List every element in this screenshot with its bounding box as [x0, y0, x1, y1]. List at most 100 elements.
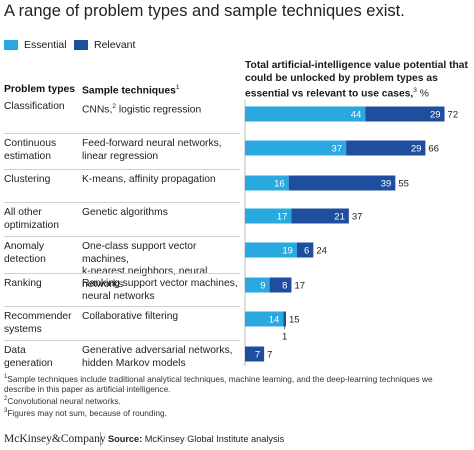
problem-type-label: Classification [4, 101, 78, 114]
bar-total-label: 24 [316, 246, 327, 257]
sample-technique-line: Ranking support vector machines, [82, 278, 238, 289]
bar-total-label: 55 [398, 179, 409, 190]
row-divider [4, 236, 240, 237]
bar-label-relevant: 39 [381, 179, 392, 190]
chart-title: A range of problem types and sample tech… [4, 2, 405, 20]
brand-divider [100, 432, 101, 446]
sample-technique-line: neural networks [82, 290, 155, 302]
header-sample-techniques: Sample techniques1 [82, 84, 180, 97]
bar-relevant [296, 242, 314, 258]
bar-relevant [245, 346, 265, 362]
row-divider [4, 169, 240, 170]
legend-item-essential: Essential [4, 39, 67, 51]
bar-relevant [269, 277, 292, 293]
bar-label-essential: 17 [277, 212, 288, 223]
legend-swatch-essential [4, 40, 18, 50]
sample-technique-line: Genetic algorithms [82, 207, 168, 218]
bar-total-label: 66 [428, 144, 439, 155]
problem-type-line: Classification [4, 101, 65, 112]
bar-label-essential: 16 [274, 179, 285, 190]
sample-technique-line: k-nearest neighbors, neural networks [82, 266, 208, 290]
sample-technique-label: One-class support vector machines, k-near… [82, 241, 244, 291]
bar-total-label: 15 [289, 315, 300, 326]
problem-type-line: generation [4, 357, 53, 369]
sample-technique-line: Collaborative filtering [82, 311, 179, 322]
problem-type-line: Anomaly [4, 241, 45, 252]
sample-technique-label: CNNs,2 logistic regression [82, 103, 202, 116]
bar-label-relevant: 8 [282, 281, 287, 292]
bar-label-relevant: 29 [411, 144, 422, 155]
bar-essential [245, 208, 292, 224]
footnotes: 1Sample techniques include traditional a… [4, 372, 470, 418]
bar-label-essential: 14 [269, 315, 280, 326]
bar-label-essential: 19 [282, 246, 293, 257]
sample-technique-line: One-class support vector machines, [82, 241, 197, 265]
bar-total-label: 37 [352, 212, 363, 223]
sample-technique-label: Feed-forward neural networks, linear regr… [82, 138, 244, 163]
row-divider [4, 202, 240, 203]
bar-label-relevant: 21 [334, 212, 345, 223]
sample-technique-line: K-means, affinity propagation [82, 174, 216, 185]
footnote-1: 1Sample techniques include traditional a… [4, 373, 433, 384]
sample-technique-label: K-means, affinity propagation [82, 174, 244, 187]
bar-label-essential: 44 [351, 110, 362, 121]
source-note: Source: McKinsey Global Institute analys… [108, 434, 285, 444]
problem-type-line: Data [4, 345, 26, 356]
footnote-2: 2Convolutional neural networks. [4, 395, 121, 406]
bar-total-label: 72 [448, 110, 459, 121]
bar-total-label: 17 [294, 281, 305, 292]
problem-type-label: Anomaly detection [4, 241, 78, 266]
bar-relevant [365, 106, 445, 122]
legend-label-essential: Essential [24, 39, 67, 51]
bar-essential [245, 277, 270, 293]
problem-type-line: optimization [4, 219, 59, 231]
bar-relevant [291, 208, 349, 224]
bar-total-label: 7 [267, 350, 272, 361]
problem-type-line: All other [4, 207, 42, 218]
bar-label-essential: 37 [332, 144, 343, 155]
legend-item-relevant: Relevant [74, 39, 135, 51]
sample-technique-label: Collaborative filtering [82, 311, 244, 324]
problem-type-line: Clustering [4, 174, 51, 185]
chart-heading: Total artificial-intelligence value pote… [245, 60, 468, 100]
problem-type-label: Recommender systems [4, 311, 78, 336]
sample-technique-label: Genetic algorithms [82, 207, 244, 220]
legend-swatch-relevant [74, 40, 88, 50]
row-divider [4, 306, 240, 307]
bar-relevant [288, 175, 396, 191]
brand-logo: McKinsey&Company [4, 433, 106, 445]
problem-type-line: Ranking [4, 278, 42, 289]
bar-label-relevant-outside: 1 [282, 332, 287, 343]
row-divider [4, 273, 240, 274]
bar-label-relevant: 6 [304, 246, 309, 257]
bar-essential [245, 140, 347, 156]
problem-type-line: estimation [4, 150, 51, 162]
legend-label-relevant: Relevant [94, 39, 136, 51]
bar-essential [245, 175, 289, 191]
sample-technique-line: hidden Markov models [82, 357, 186, 369]
sample-technique-label: Ranking support vector machines, neural n… [82, 278, 244, 303]
bar-essential [245, 311, 284, 327]
bar-relevant [346, 140, 426, 156]
bar-essential [245, 106, 366, 122]
bar-essential [245, 242, 297, 258]
problem-type-label: Data generation [4, 345, 78, 370]
problem-type-label: All other optimization [4, 207, 78, 232]
bar-label-relevant: 7 [255, 350, 260, 361]
sample-technique-label: Generative adversarial networks, hidden M… [82, 345, 244, 370]
sample-technique-line: Feed-forward neural networks, [82, 138, 222, 149]
bar-relevant [283, 311, 286, 327]
row-divider [4, 133, 240, 134]
sample-technique-line: Generative adversarial networks, [82, 345, 233, 356]
problem-type-line: systems [4, 323, 42, 335]
bar-label-relevant: 29 [430, 110, 441, 121]
row-divider [4, 340, 240, 341]
header-problem-types: Problem types [4, 84, 75, 95]
footnote-1-cont: describe in this paper as artificial int… [4, 383, 171, 394]
problem-type-line: detection [4, 253, 46, 265]
problem-type-label: Continuous estimation [4, 138, 78, 163]
problem-type-label: Clustering [4, 174, 78, 187]
problem-type-line: Continuous [4, 138, 57, 149]
sample-technique-line: linear regression [82, 150, 159, 162]
